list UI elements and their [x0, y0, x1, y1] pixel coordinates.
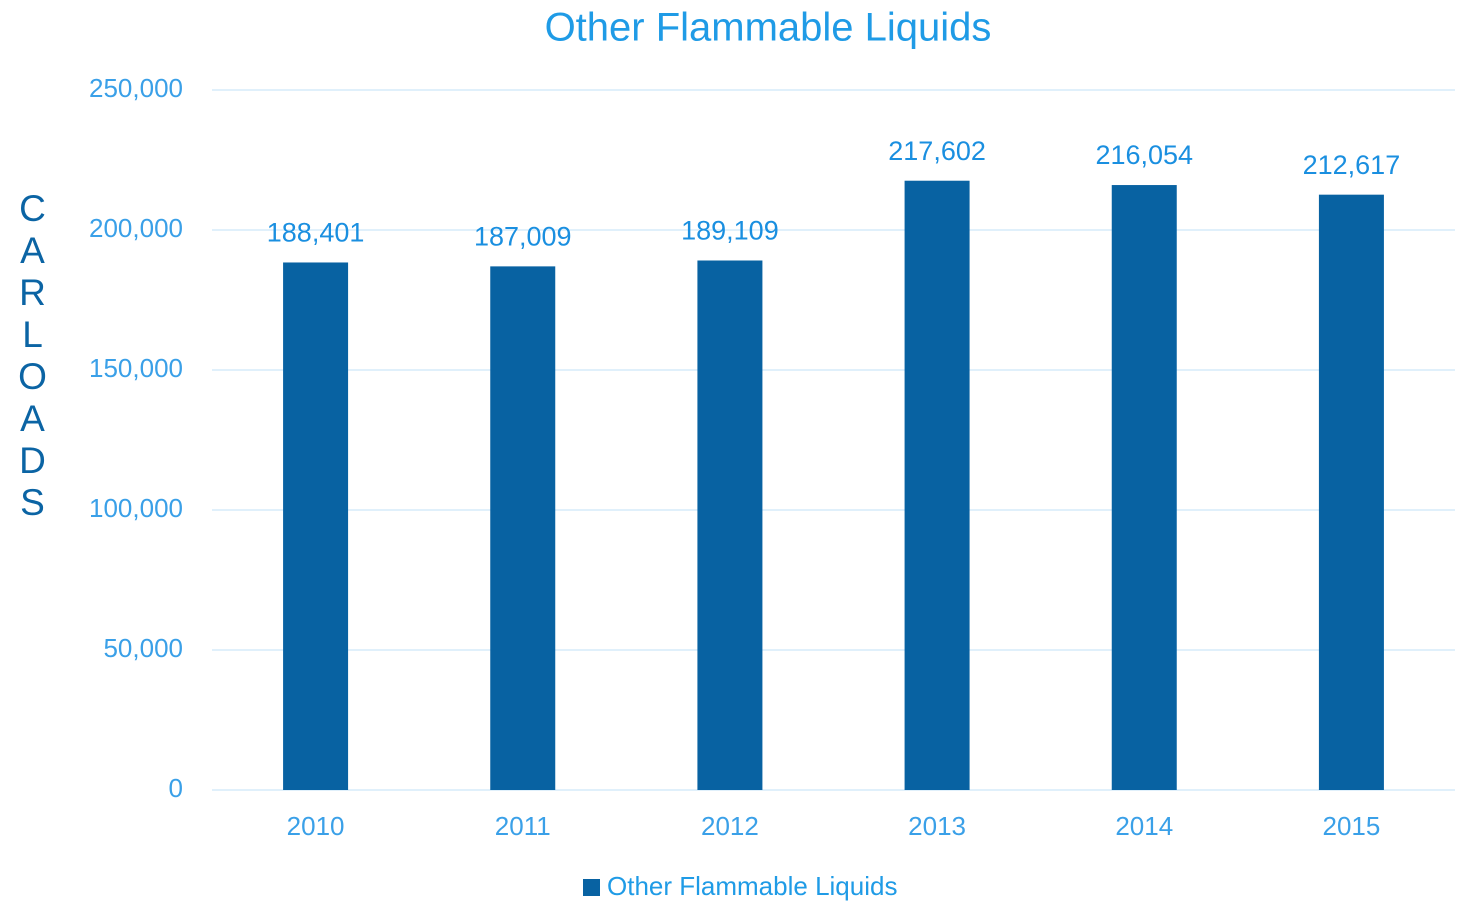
bar	[490, 266, 556, 791]
bar	[1111, 185, 1177, 790]
bar	[697, 260, 763, 790]
data-label: 187,009	[474, 221, 572, 251]
bar	[904, 180, 970, 790]
chart-title: Other Flammable Liquids	[545, 6, 992, 50]
x-tick-label: 2014	[1115, 811, 1173, 841]
data-label: 188,401	[267, 218, 365, 248]
data-label: 189,109	[681, 216, 779, 246]
x-tick-label: 2010	[287, 811, 345, 841]
y-tick-label: 200,000	[89, 213, 183, 243]
y-tick-label: 100,000	[89, 493, 183, 523]
x-tick-label: 2015	[1322, 811, 1380, 841]
data-label: 212,617	[1303, 150, 1401, 180]
y-tick-label: 0	[169, 773, 183, 803]
y-tick-label: 150,000	[89, 353, 183, 383]
y-axis-label: CARLOADS	[12, 188, 53, 524]
data-label: 216,054	[1095, 140, 1193, 170]
data-label: 217,602	[888, 136, 986, 166]
x-tick-label: 2012	[701, 811, 759, 841]
legend-swatch	[583, 879, 600, 896]
legend-label: Other Flammable Liquids	[607, 871, 897, 901]
x-tick-label: 2011	[495, 811, 551, 841]
bar	[1318, 194, 1384, 791]
bar	[283, 262, 349, 791]
y-tick-label: 250,000	[89, 73, 183, 103]
x-tick-label: 2013	[908, 811, 966, 841]
y-tick-label: 50,000	[103, 633, 183, 663]
